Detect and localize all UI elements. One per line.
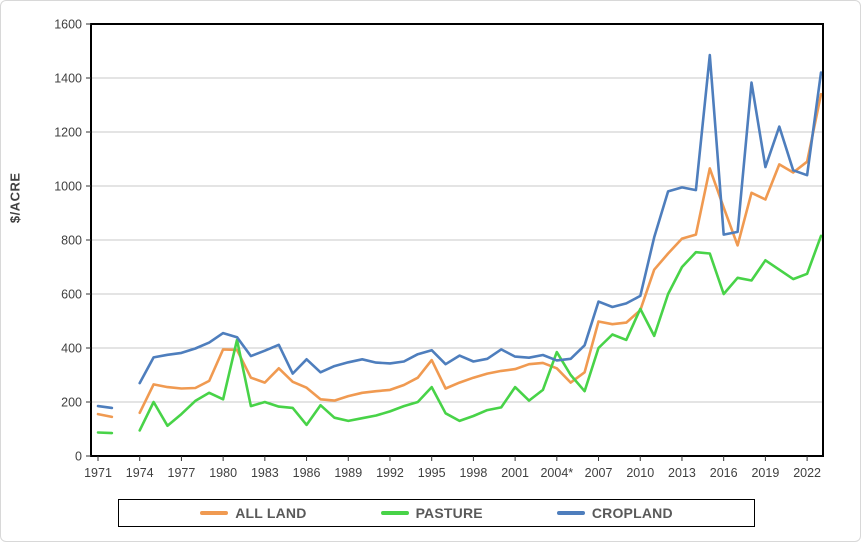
series-line-pasture[interactable] — [96, 234, 823, 435]
x-tick-label-1977: 1977 — [168, 466, 196, 480]
y-tick-label-600: 600 — [61, 288, 82, 302]
y-tick-label-1000: 1000 — [54, 180, 82, 194]
x-tick-label-2016: 2016 — [710, 466, 738, 480]
x-tick-label-1980: 1980 — [209, 466, 237, 480]
y-tick-label-400: 400 — [61, 342, 82, 356]
x-tick-label-1983: 1983 — [251, 466, 279, 480]
pasture-line-swatch-icon — [380, 511, 409, 515]
all-land-line-swatch-icon — [200, 511, 229, 515]
series-line-all-land[interactable] — [96, 92, 823, 419]
y-tick-label-800: 800 — [61, 234, 82, 248]
legend[interactable]: ALL LAND PASTURE CROPLAND — [118, 499, 755, 527]
x-tick-label-2004: 2004* — [540, 466, 573, 480]
x-tick-label-1971: 1971 — [84, 466, 112, 480]
x-tick-label-1998: 1998 — [459, 466, 487, 480]
legend-item-cropland[interactable]: CROPLAND — [556, 505, 673, 521]
x-tick-label-1986: 1986 — [293, 466, 321, 480]
y-axis-title: $/ACRE — [7, 172, 23, 224]
legend-label-all-land: ALL LAND — [235, 505, 307, 521]
x-tick-label-1992: 1992 — [376, 466, 404, 480]
x-tick-label-2010: 2010 — [626, 466, 654, 480]
legend-label-cropland: CROPLAND — [591, 505, 673, 521]
x-tick-label-1989: 1989 — [334, 466, 362, 480]
x-tick-label-2022: 2022 — [793, 466, 821, 480]
x-tick-label-2001: 2001 — [501, 466, 529, 480]
x-tick-label-2013: 2013 — [668, 466, 696, 480]
y-tick-label-1400: 1400 — [54, 72, 82, 86]
legend-item-all-land[interactable]: ALL LAND — [200, 505, 306, 521]
x-tick-label-2007: 2007 — [585, 466, 613, 480]
x-tick-label-1974: 1974 — [126, 466, 154, 480]
x-tick-label-1995: 1995 — [418, 466, 446, 480]
y-tick-label-1600: 1600 — [54, 18, 82, 32]
series-line-cropland[interactable] — [96, 53, 823, 410]
y-tick-label-200: 200 — [61, 396, 82, 410]
y-tick-label-1200: 1200 — [54, 126, 82, 140]
legend-item-pasture[interactable]: PASTURE — [380, 505, 483, 521]
cropland-line-swatch-icon — [556, 511, 585, 515]
x-tick-label-2019: 2019 — [751, 466, 779, 480]
y-tick-label-0: 0 — [75, 450, 82, 464]
legend-label-pasture: PASTURE — [415, 505, 483, 521]
